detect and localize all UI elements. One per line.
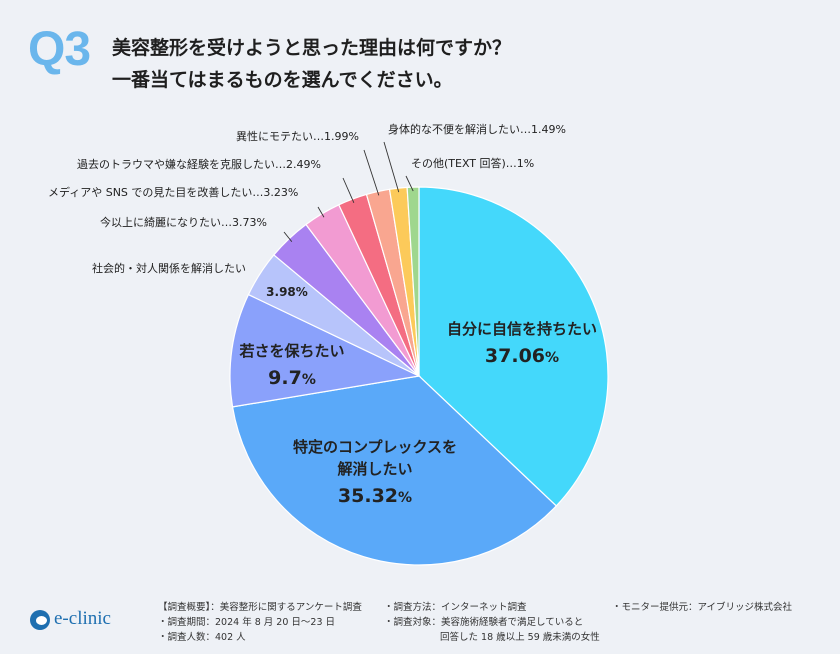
leader-line-8 [383, 141, 400, 193]
pie-slice-9 [406, 186, 420, 377]
survey-summary: 【調査概要】：美容整形に関するアンケート調査 ・調査期間：2024 年 8 月 … [158, 600, 362, 645]
leader-line-5 [317, 206, 325, 218]
survey-summary-title: 【調査概要】：美容整形に関するアンケート調査 [158, 602, 362, 613]
callout-label-7: 異性にモテたい…1.99% [236, 129, 359, 143]
slice-value-3: 3.98% [266, 285, 308, 299]
slice-value-2: 9.7% [268, 367, 316, 389]
slice-label-3: 社会的・対人関係を解消したい [92, 261, 246, 275]
footer: e-clinic 【調査概要】：美容整形に関するアンケート調査 ・調査期間：20… [0, 594, 840, 654]
slice-label-1-line1: 特定のコンプレックスを [293, 438, 457, 456]
survey-target-cont: 回答した 18 歳以上 59 歳未満の女性 [440, 632, 600, 643]
leader-line-4 [283, 231, 293, 242]
leader-line-6 [342, 177, 355, 204]
slice-label-1-line2: 解消したい [337, 460, 412, 478]
pie-slice-2 [229, 293, 421, 408]
logo-icon [30, 610, 50, 630]
question-title-line2: 一番当てはまるものを選んでください。 [112, 69, 453, 91]
survey-method: ・調査方法：インターネット調査 [384, 602, 527, 613]
question-number: Q3 [28, 23, 91, 76]
survey-period: ・調査期間：2024 年 8 月 20 日～23 日 [158, 617, 336, 628]
callout-label-6: 過去のトラウマや嫌な経験を克服したい…2.49% [77, 157, 321, 171]
question-title-line1: 美容整形を受けようと思った理由は何ですか？ [112, 37, 512, 59]
slice-label-2: 若さを保ちたい [238, 342, 344, 360]
logo-text: e-clinic [54, 608, 111, 629]
slice-value-0: 37.06% [485, 345, 559, 367]
survey-provider-info: ・モニター提供元：アイブリッジ株式会社 [612, 600, 792, 615]
survey-respondents: ・調査人数：402 人 [158, 632, 246, 643]
callout-label-9: その他(TEXT 回答)…1% [411, 156, 534, 170]
survey-target: ・調査対象：美容施術経験者で満足していると [384, 617, 584, 628]
slice-value-1: 35.32% [338, 485, 412, 507]
callout-label-5: メディアや SNS での見た目を改善したい…3.23% [48, 185, 298, 199]
pie-slice-1 [231, 375, 558, 566]
leader-line-7 [363, 149, 380, 196]
survey-method-info: ・調査方法：インターネット調査 ・調査対象：美容施術経験者で満足していると 回答… [384, 600, 600, 645]
logo: e-clinic [30, 606, 130, 632]
pie-slice-0 [418, 186, 609, 507]
callout-label-4: 今以上に綺麗になりたい…3.73% [100, 215, 267, 229]
slice-label-0: 自分に自信を持ちたい [447, 320, 597, 338]
survey-provider: ・モニター提供元：アイブリッジ株式会社 [612, 602, 793, 613]
leader-line-9 [405, 175, 414, 192]
callout-label-8: 身体的な不便を解消したい…1.49% [388, 122, 566, 136]
question-title: 美容整形を受けようと思った理由は何ですか？ 一番当てはまるものを選んでください。 [112, 32, 812, 96]
